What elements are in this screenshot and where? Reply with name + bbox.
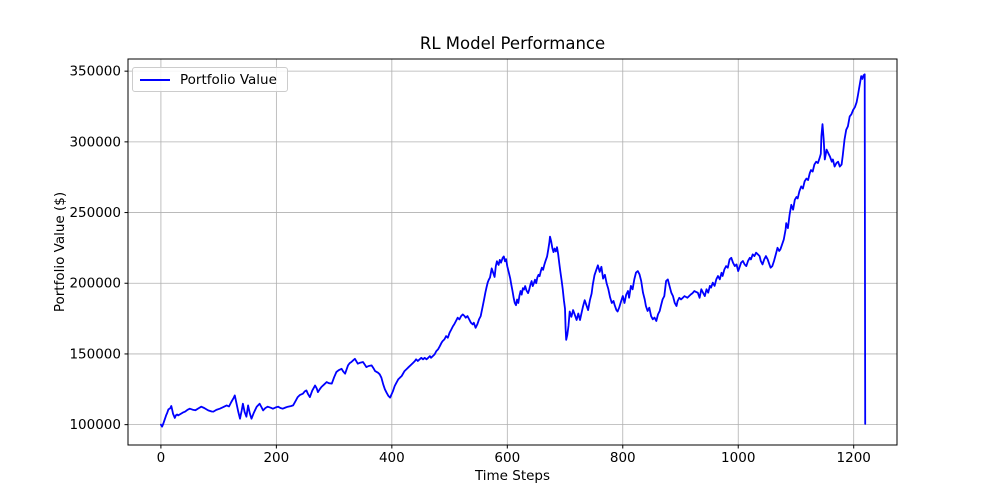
- portfolio-value-line: [159, 73, 867, 428]
- x-tick-label: 1200: [837, 450, 871, 466]
- y-tick-label: 100000: [69, 417, 121, 433]
- x-tick-label: 400: [379, 450, 405, 466]
- x-tick-label: 800: [610, 450, 636, 466]
- plot-spines: [127, 58, 898, 446]
- x-tick-label: 600: [494, 450, 520, 466]
- x-axis-label: Time Steps: [474, 468, 551, 484]
- x-tick-label: 200: [263, 450, 289, 466]
- y-tick-label: 200000: [69, 276, 121, 292]
- x-tick-label: 1000: [721, 450, 755, 466]
- y-tick-label: 350000: [69, 64, 121, 80]
- y-tick-label: 250000: [69, 205, 121, 221]
- y-tick-label: 300000: [69, 134, 121, 150]
- legend-line-sample-icon: [140, 78, 170, 81]
- chart-title: RL Model Performance: [419, 34, 606, 53]
- legend-label: Portfolio Value: [180, 71, 277, 88]
- y-tick-label: 150000: [69, 346, 121, 362]
- legend: Portfolio Value: [132, 67, 288, 92]
- x-tick-label: 0: [157, 450, 166, 466]
